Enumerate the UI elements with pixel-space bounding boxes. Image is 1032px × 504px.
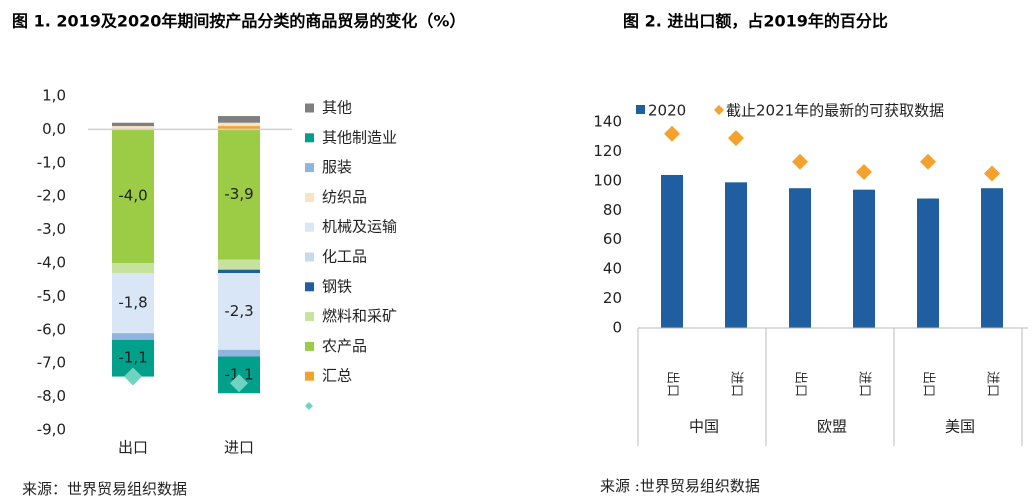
data-label: -1,1 — [118, 349, 147, 367]
bar-segment — [218, 259, 260, 270]
total-marker — [230, 374, 248, 393]
bar — [661, 174, 683, 328]
x-tick-label: 进口 — [857, 371, 872, 397]
legend-swatch — [305, 163, 314, 173]
bar-segment — [112, 273, 154, 334]
bar — [853, 189, 875, 328]
bar-segment — [112, 126, 154, 130]
legend-marker — [305, 402, 313, 410]
bar-segment — [218, 126, 260, 130]
legend-label: 机械及运输 — [322, 218, 397, 236]
group-label: 欧盟 — [817, 418, 847, 436]
y-tick-label: -8,0 — [37, 387, 66, 405]
y-tick-label: 20 — [603, 289, 622, 307]
y-tick-label: 0,0 — [42, 120, 66, 138]
y-tick-label: -3,0 — [37, 220, 66, 238]
legend-label: 其他 — [322, 99, 352, 117]
marker — [664, 125, 680, 142]
marker — [920, 153, 936, 170]
legend-label: 截止2021年的最新的可获取数据 — [726, 102, 944, 120]
marker — [792, 153, 808, 170]
bar-segment — [112, 129, 154, 263]
bar — [917, 198, 939, 328]
y-tick-label: 80 — [603, 201, 622, 219]
data-label: -3,9 — [224, 185, 253, 203]
bar — [981, 188, 1003, 328]
legend-label: 纺织品 — [322, 188, 367, 206]
y-tick-label: -1,0 — [37, 153, 66, 171]
bar-segment — [218, 129, 260, 260]
legend-swatch — [636, 105, 645, 114]
bar-segment — [218, 273, 260, 350]
group-label: 美国 — [945, 418, 975, 436]
x-tick-label: 进口 — [729, 371, 744, 397]
bar-segment — [112, 122, 154, 127]
x-tick-label: 出口 — [921, 371, 936, 397]
source: 来源 :世界贸易组织数据 — [600, 477, 760, 495]
legend-swatch — [305, 252, 314, 262]
bar-segment — [112, 263, 154, 274]
source: 来源：世界贸易组织数据 — [22, 480, 187, 498]
x-tick-label: 出口 — [793, 371, 808, 397]
bar-segment — [218, 349, 260, 357]
bar-segment — [218, 122, 260, 127]
total-marker — [124, 367, 142, 386]
legend-label: 钢铁 — [322, 277, 352, 295]
legend-swatch — [305, 282, 314, 292]
y-tick-label: 40 — [603, 260, 622, 278]
data-label: -2,3 — [224, 302, 253, 320]
y-tick-label: 1,0 — [42, 87, 66, 105]
legend-label: 汇总 — [322, 367, 352, 385]
y-tick-label: 140 — [593, 113, 622, 131]
legend-label: 2020 — [648, 102, 686, 120]
data-label: -4,0 — [118, 187, 147, 205]
x-tick-label: 进口 — [224, 439, 254, 457]
legend-swatch — [305, 192, 314, 202]
group-label: 中国 — [689, 418, 719, 436]
y-tick-label: -7,0 — [37, 354, 66, 372]
legend-swatch — [305, 133, 314, 143]
legend-swatch — [305, 222, 314, 232]
legend-swatch — [305, 312, 314, 322]
bar — [789, 188, 811, 328]
bar-segment — [112, 333, 154, 340]
bar-segment — [218, 269, 260, 274]
legend-label: 燃料和采矿 — [322, 307, 397, 325]
marker — [728, 130, 744, 147]
y-tick-label: -2,0 — [37, 187, 66, 205]
x-tick-label: 进口 — [985, 371, 1000, 397]
legend-swatch — [305, 103, 314, 113]
x-tick-label: 出口 — [665, 371, 680, 397]
y-tick-label: 120 — [593, 142, 622, 160]
legend-swatch — [305, 341, 314, 351]
marker — [984, 165, 1000, 182]
bar-segment — [218, 116, 260, 123]
chart-title: 图 2. 进出口额，占2019年的百分比 — [623, 12, 888, 31]
data-label: -1,8 — [118, 294, 147, 312]
legend-marker — [714, 105, 724, 115]
legend-label: 服装 — [322, 158, 352, 176]
y-tick-label: 0 — [612, 319, 622, 337]
y-tick-label: -4,0 — [37, 254, 66, 272]
y-tick-label: 60 — [603, 230, 622, 248]
chart-title: 图 1. 2019及2020年期间按产品分类的商品贸易的变化（%） — [12, 12, 465, 31]
y-tick-label: -9,0 — [37, 421, 66, 439]
y-tick-label: -5,0 — [37, 287, 66, 305]
marker — [856, 164, 872, 181]
legend-swatch — [305, 371, 314, 381]
bar — [725, 182, 747, 328]
legend-label: 农产品 — [322, 337, 367, 355]
x-tick-label: 出口 — [118, 439, 148, 457]
y-tick-label: -6,0 — [37, 320, 66, 338]
y-tick-label: 100 — [593, 171, 622, 189]
legend-label: 其他制造业 — [322, 128, 397, 146]
legend-label: 化工品 — [322, 248, 367, 266]
